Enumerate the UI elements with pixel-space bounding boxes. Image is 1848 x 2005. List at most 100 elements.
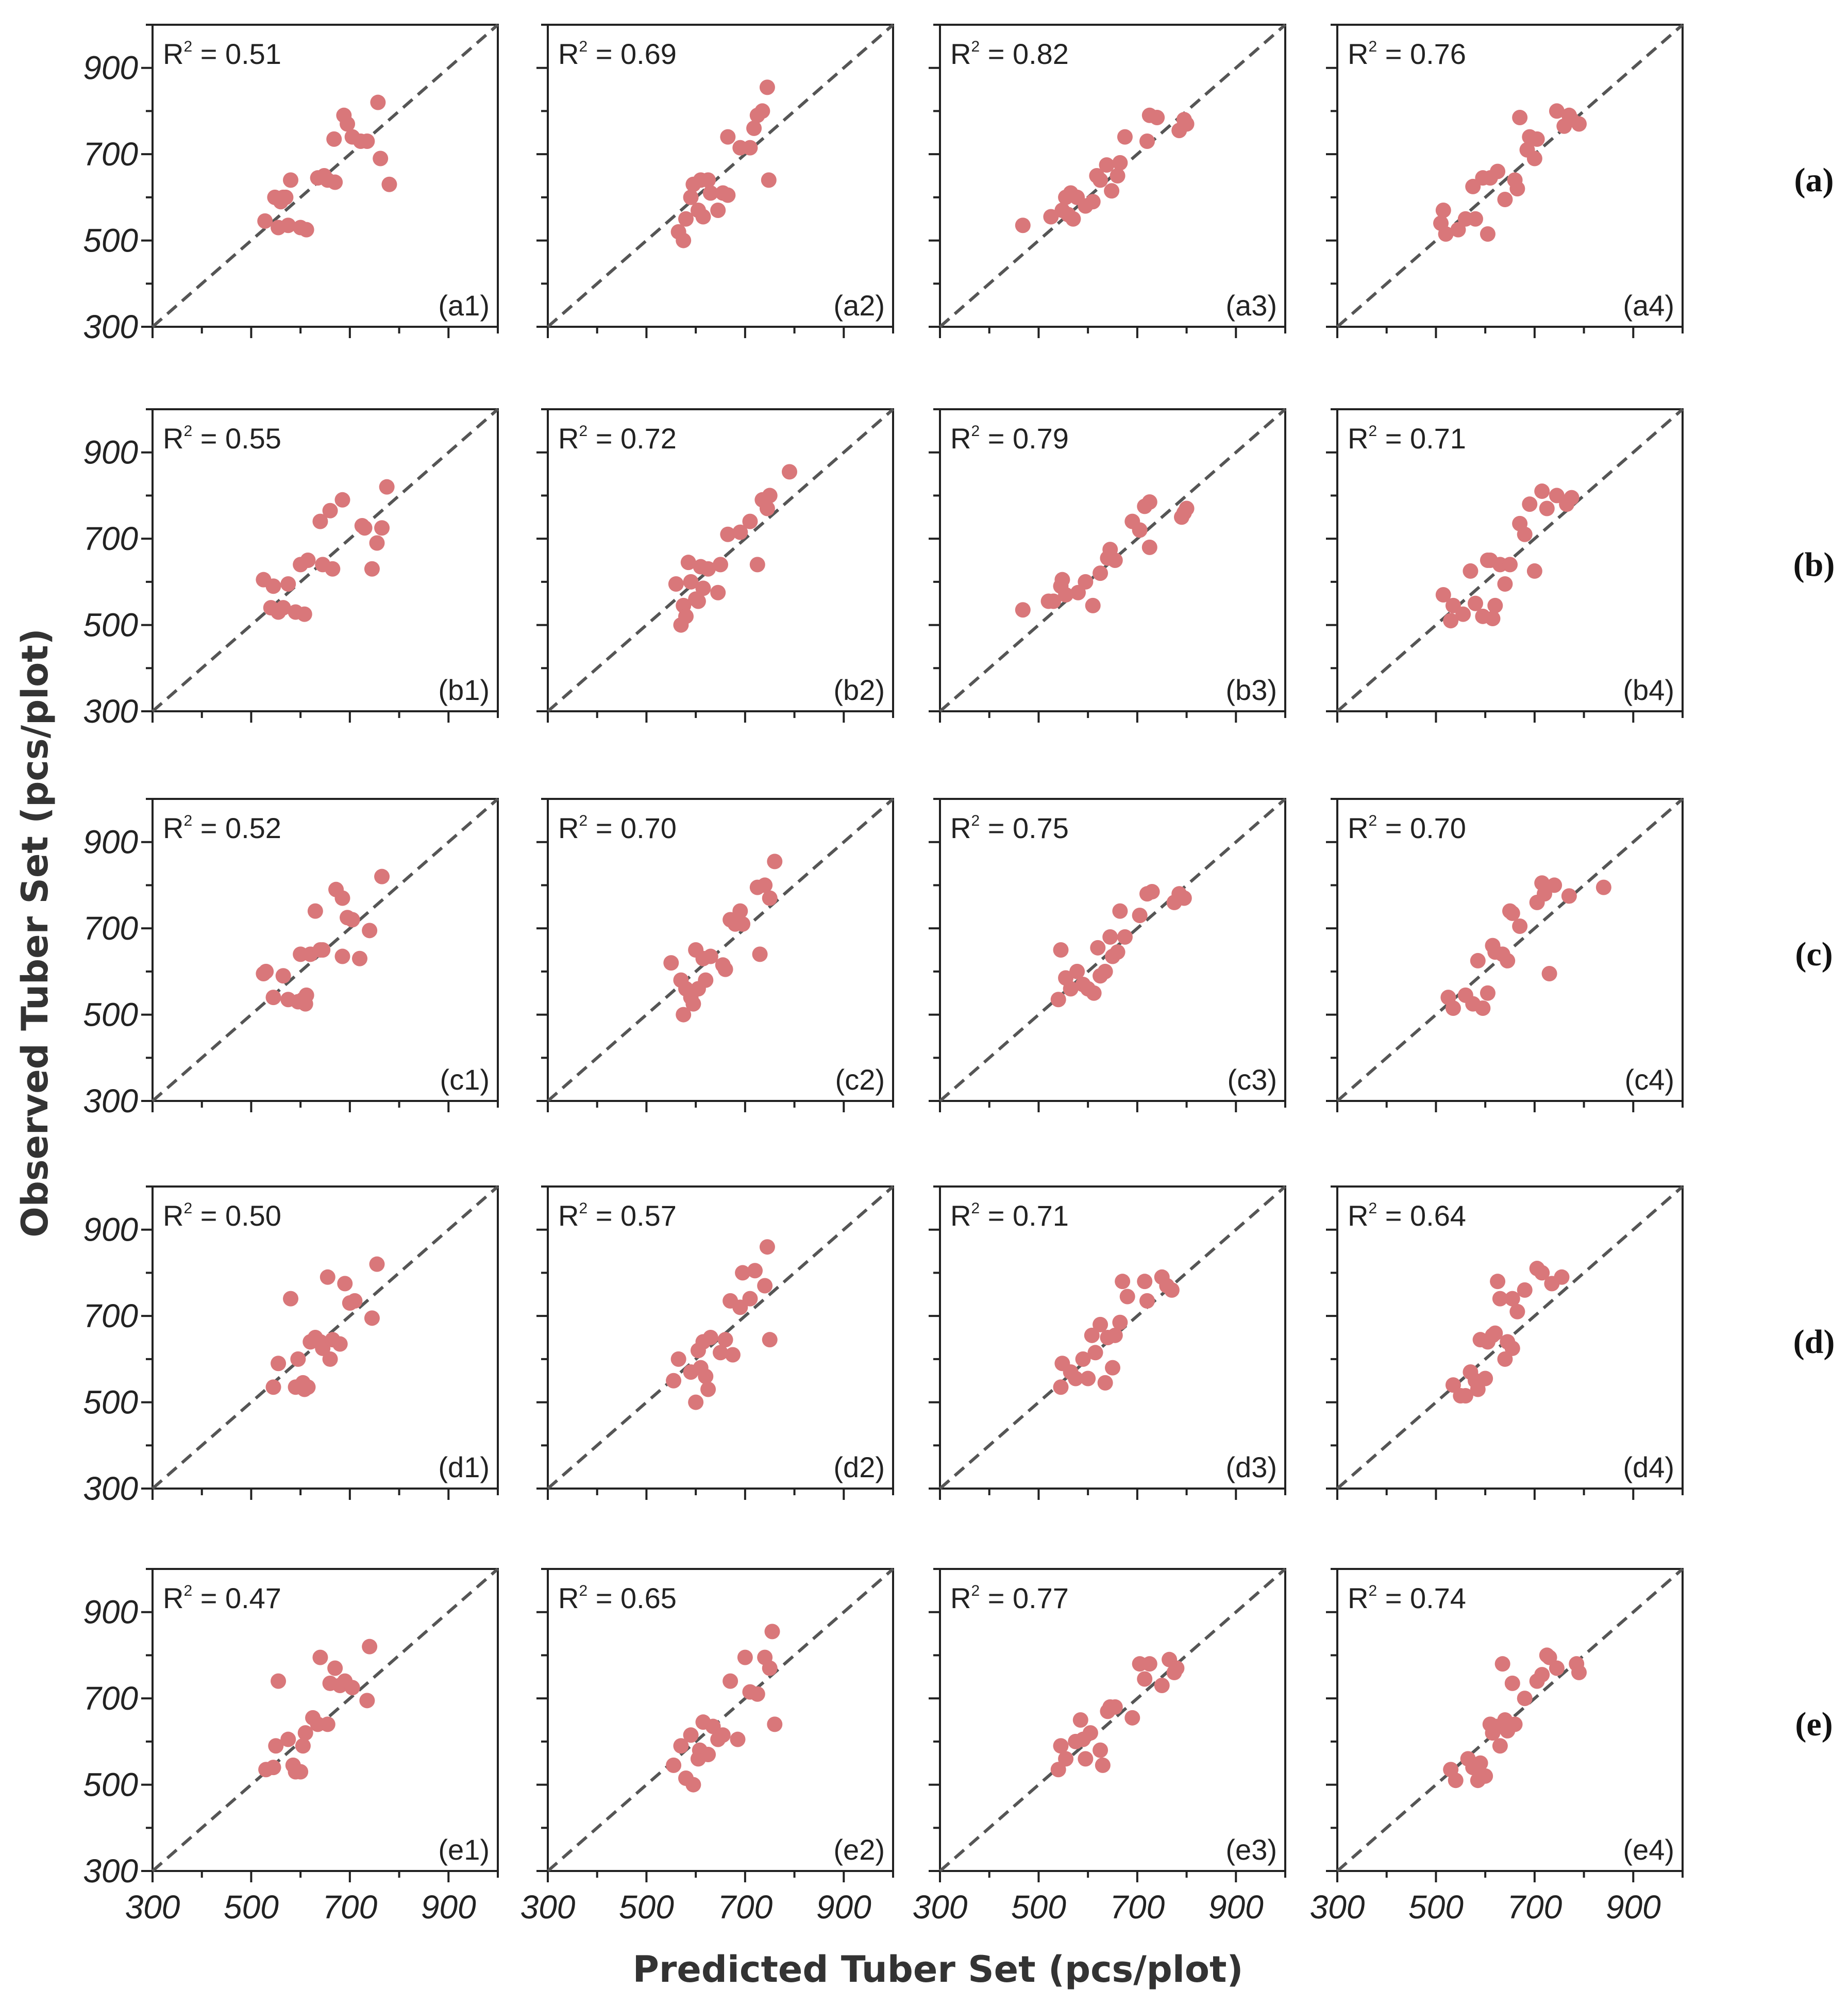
plot-frame [1336, 798, 1684, 1102]
panel-label: (e2) [833, 1833, 885, 1866]
data-point [1472, 1755, 1488, 1771]
data-point [1512, 109, 1528, 125]
data-point [757, 1278, 773, 1294]
reference-line-1to1 [1336, 797, 1684, 1102]
data-point [1179, 500, 1195, 516]
x-tick-label: 700 [717, 1889, 772, 1926]
data-point [1124, 1710, 1140, 1726]
panel-a2: R2 = 0.69 (a2) [536, 23, 894, 338]
y-tick-label: 900 [83, 1594, 138, 1631]
data-point [759, 1239, 775, 1255]
data-point [334, 890, 350, 906]
data-point [1539, 500, 1555, 516]
y-tick-label: 300 [83, 1082, 138, 1120]
panel-label: (d2) [833, 1451, 885, 1483]
data-point [702, 948, 718, 964]
data-point [759, 500, 775, 516]
data-point [1015, 218, 1031, 233]
data-point [685, 996, 701, 1012]
data-point [1078, 1751, 1094, 1767]
reference-line-1to1 [939, 1567, 1286, 1873]
panel-b4: R2 = 0.71 (b4) [1326, 408, 1684, 723]
data-point [296, 606, 312, 622]
data-point [1504, 1340, 1520, 1356]
data-point [1595, 879, 1611, 895]
reference-line-1to1 [152, 408, 499, 713]
data-point [312, 1649, 328, 1665]
data-point [759, 79, 775, 95]
data-point [337, 1276, 353, 1292]
r2-label: R2 = 0.72 [558, 422, 677, 455]
data-point [1435, 587, 1451, 603]
data-point [283, 172, 298, 188]
data-point [312, 513, 328, 529]
data-point [720, 187, 736, 203]
data-point [1093, 1316, 1108, 1332]
data-point [752, 946, 768, 962]
data-point [334, 948, 350, 964]
r2-label: R2 = 0.64 [1348, 1199, 1466, 1232]
data-point [1480, 226, 1496, 242]
data-point [683, 189, 699, 205]
data-point [1470, 1381, 1486, 1397]
data-point [1132, 522, 1148, 538]
data-point [710, 584, 726, 600]
data-point [762, 1332, 778, 1348]
data-point [265, 1379, 281, 1395]
panel-a4: R2 = 0.76 (a4) [1326, 23, 1684, 338]
data-point [676, 232, 692, 248]
data-point [1547, 877, 1563, 893]
data-point [1132, 908, 1148, 924]
panel-b2: R2 = 0.72 (b2) [536, 408, 894, 723]
data-point [737, 1649, 753, 1665]
data-point [1075, 1351, 1091, 1367]
y-tick-label: 500 [83, 607, 138, 644]
y-tick-label: 500 [83, 1384, 138, 1421]
data-point [290, 1351, 306, 1367]
data-point [1509, 1304, 1525, 1319]
panel-label: (c1) [440, 1063, 490, 1096]
data-point [1115, 1274, 1131, 1290]
plot-frame [939, 798, 1286, 1102]
data-point [1475, 1000, 1491, 1016]
data-point [278, 189, 294, 205]
data-point [265, 578, 281, 594]
y-tick-label: 700 [83, 1297, 138, 1334]
panel-label: (a2) [833, 289, 885, 322]
panel-label: (e4) [1623, 1833, 1674, 1866]
data-point [700, 172, 716, 188]
data-point [352, 950, 367, 966]
data-point [1561, 888, 1577, 904]
data-point [344, 912, 360, 928]
data-point [1141, 1656, 1157, 1672]
data-point [683, 1727, 699, 1743]
data-point [1087, 1345, 1103, 1361]
panel-e1: 300 500 700 900 300 500 700 900 R2 = 0.47 (e1) [83, 1567, 499, 1926]
data-point [1534, 1265, 1550, 1281]
data-point [1119, 1289, 1135, 1305]
plot-frame [152, 1568, 499, 1872]
r2-label: R2 = 0.70 [558, 812, 677, 844]
y-tick-label: 300 [83, 308, 138, 345]
plot-frame [1336, 1185, 1684, 1490]
data-point [702, 185, 718, 201]
data-point [1504, 1675, 1520, 1691]
data-point [1522, 496, 1538, 512]
data-point [275, 968, 291, 984]
data-point [1534, 483, 1550, 499]
r2-label: R2 = 0.69 [558, 38, 677, 70]
data-point [1110, 168, 1125, 183]
data-point [1085, 597, 1101, 613]
x-tick-label: 500 [619, 1889, 674, 1926]
row-labels: (a) (b) (c) (d) (e) [1793, 161, 1835, 1743]
data-point [369, 1256, 385, 1272]
data-point [297, 1725, 313, 1741]
r2-label: R2 = 0.71 [1348, 422, 1466, 455]
data-point [1053, 1379, 1069, 1395]
data-point [742, 140, 758, 156]
data-point [762, 890, 778, 906]
data-point [1504, 905, 1520, 921]
data-point [364, 561, 380, 577]
data-point [1141, 539, 1157, 555]
